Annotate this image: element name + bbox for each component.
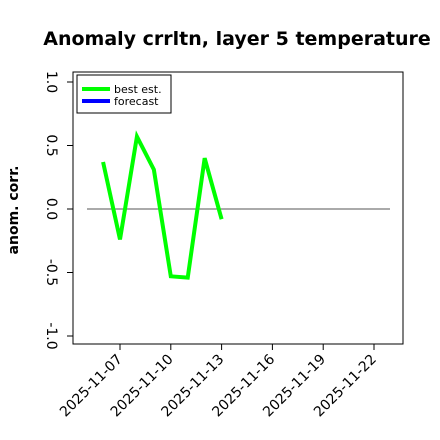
legend-label-forecast: forecast (114, 95, 159, 108)
legend-label-best-est: best est. (114, 83, 162, 96)
legend: best est. forecast (76, 74, 172, 114)
y-tick-label: 0.5 (43, 134, 59, 156)
y-tick-label: -1.0 (43, 322, 59, 349)
chart-title: Anomaly crrltn, layer 5 temperature (43, 28, 431, 50)
y-tick-label: 1.0 (43, 71, 59, 93)
y-tick-label: 0.0 (43, 198, 59, 220)
series-line-best-est (101, 130, 224, 280)
legend-box (76, 74, 172, 114)
plot-frame (72, 71, 404, 345)
y-axis-label: anom. corr. (6, 166, 22, 255)
y-tick-label: -0.5 (43, 259, 59, 286)
